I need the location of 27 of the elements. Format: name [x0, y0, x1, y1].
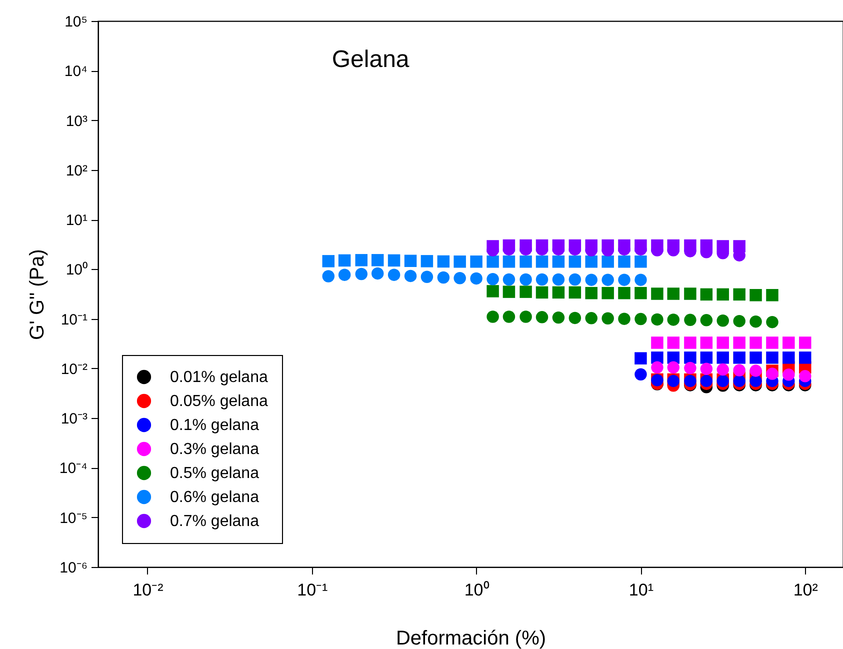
text: Gelana [332, 46, 410, 73]
y-tick-label: 10⁰ [66, 262, 88, 279]
y-tick-label: 10³ [66, 112, 88, 130]
y-tick-label: 10⁻⁵ [60, 510, 88, 527]
y-tick-label: 10⁻² [60, 360, 88, 378]
x-tick-label: 10² [793, 580, 818, 600]
x-tick-label: 10¹ [628, 580, 654, 600]
x-tick-label: 10⁻¹ [297, 580, 328, 600]
legend-label: 0.7% gelana [170, 513, 260, 530]
y-tick-label: 10⁻⁴ [59, 460, 88, 478]
y-tick-label: 10¹ [66, 212, 88, 230]
y-tick-label: 10⁴ [64, 63, 88, 80]
y-tick-label: 10² [66, 162, 88, 180]
y-tick-label: 10⁻⁶ [60, 560, 88, 576]
legend-label: 0.5% gelana [170, 465, 260, 482]
y-tick-label: 10⁻¹ [60, 311, 88, 328]
legend-label: 0.1% gelana [170, 417, 260, 434]
y-tick-label: 10⁵ [64, 14, 88, 30]
legend-label: 0.6% gelana [170, 489, 260, 506]
legend-label: 0.01% gelana [170, 369, 268, 386]
x-tick-label: 10⁰ [464, 580, 490, 600]
legend-label: 0.3% gelana [170, 441, 260, 458]
legend-label: 0.05% gelana [170, 393, 268, 410]
y-tick-label: 10⁻³ [60, 410, 88, 428]
x-tick-label: 10⁻² [132, 580, 164, 600]
x-axis-title: Deformación (%) [396, 628, 546, 649]
y-axis-title: G' G" (Pa) [26, 249, 48, 340]
